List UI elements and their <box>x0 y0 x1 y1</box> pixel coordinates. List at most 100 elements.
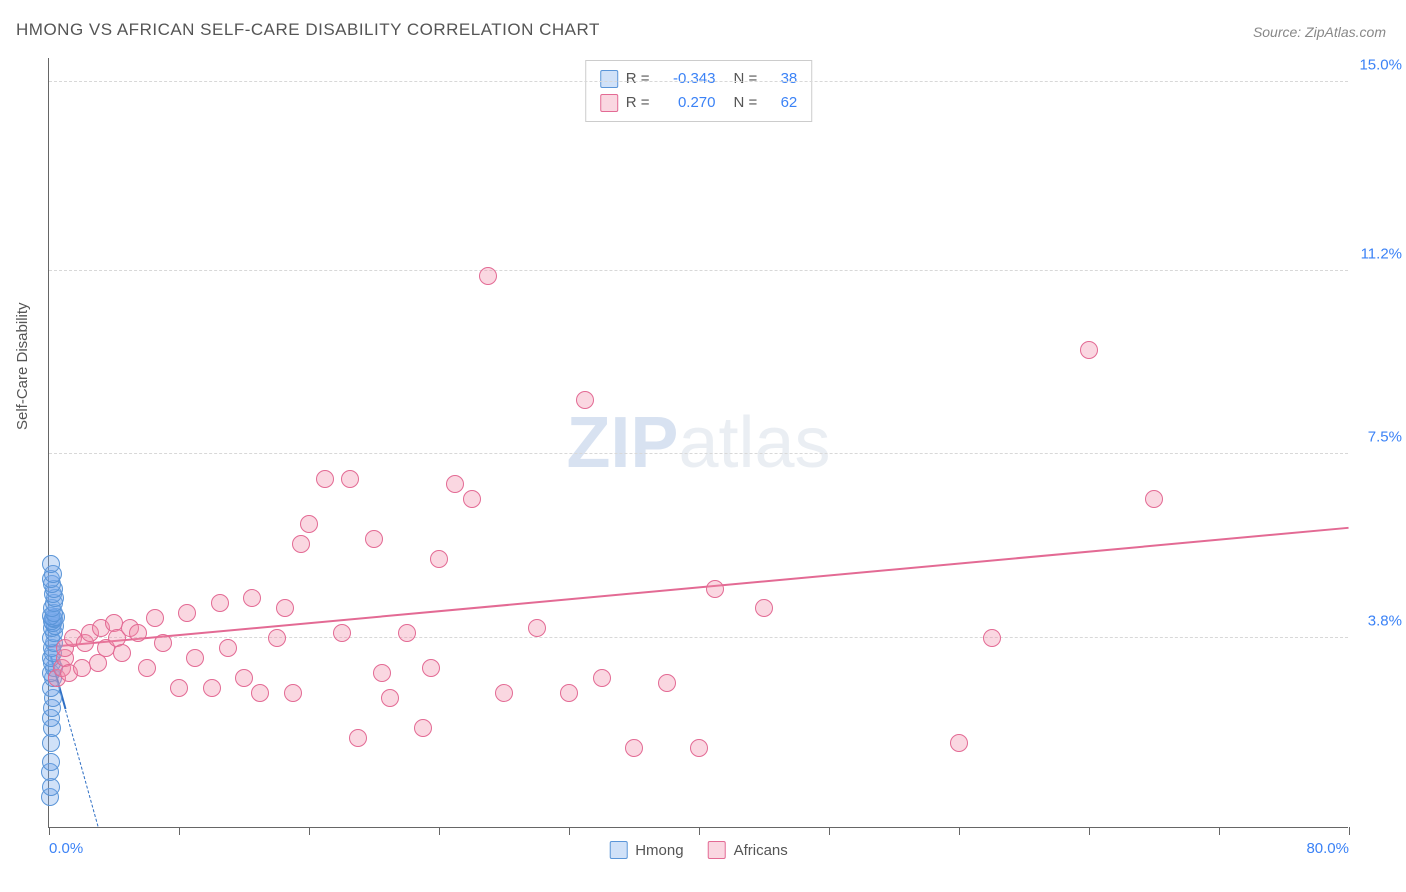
legend-swatch <box>609 841 627 859</box>
legend-n-value: 38 <box>765 67 797 91</box>
data-point <box>42 753 60 771</box>
data-point <box>706 580 724 598</box>
x-tick <box>309 827 310 835</box>
y-axis-label: Self-Care Disability <box>14 302 31 430</box>
x-tick <box>1089 827 1090 835</box>
x-tick-label: 0.0% <box>49 840 83 857</box>
legend-swatch <box>600 94 618 112</box>
data-point <box>414 719 432 737</box>
data-point <box>203 679 221 697</box>
data-point <box>463 490 481 508</box>
data-point <box>1080 341 1098 359</box>
data-point <box>300 515 318 533</box>
y-tick-label: 15.0% <box>1359 56 1402 73</box>
data-point <box>129 624 147 642</box>
data-point <box>373 664 391 682</box>
legend-n-label: N = <box>734 67 758 91</box>
data-point <box>422 659 440 677</box>
gridline-h <box>49 81 1348 82</box>
data-point <box>178 604 196 622</box>
data-point <box>381 689 399 707</box>
source-attribution: Source: ZipAtlas.com <box>1253 24 1386 40</box>
scatter-plot-area: ZIPatlas R =-0.343N =38R =0.270N =62 Hmo… <box>48 58 1348 828</box>
data-point <box>186 649 204 667</box>
data-point <box>560 684 578 702</box>
gridline-h <box>49 453 1348 454</box>
data-point <box>593 669 611 687</box>
watermark-bold: ZIP <box>566 403 678 483</box>
data-point <box>446 475 464 493</box>
data-point <box>333 624 351 642</box>
legend-swatch <box>708 841 726 859</box>
legend-row: R = 0.270 N = 62 <box>600 91 798 115</box>
x-tick <box>49 827 50 835</box>
data-point <box>235 669 253 687</box>
data-point <box>1145 490 1163 508</box>
x-tick <box>959 827 960 835</box>
y-tick-label: 7.5% <box>1368 429 1402 446</box>
data-point <box>42 555 60 573</box>
data-point <box>528 619 546 637</box>
data-point <box>690 739 708 757</box>
data-point <box>576 391 594 409</box>
x-tick <box>1219 827 1220 835</box>
data-point <box>316 470 334 488</box>
legend-r-value: -0.343 <box>658 67 716 91</box>
data-point <box>251 684 269 702</box>
source-prefix: Source: <box>1253 24 1305 40</box>
data-point <box>341 470 359 488</box>
y-tick-label: 11.2% <box>1361 245 1402 262</box>
x-tick-label: 80.0% <box>1306 840 1349 857</box>
x-tick <box>829 827 830 835</box>
data-point <box>219 639 237 657</box>
data-point <box>349 729 367 747</box>
legend-swatch <box>600 70 618 88</box>
gridline-h <box>49 637 1348 638</box>
legend-r-value: 0.270 <box>658 91 716 115</box>
data-point <box>138 659 156 677</box>
data-point <box>625 739 643 757</box>
series-legend: Hmong Africans <box>609 841 788 859</box>
x-tick <box>699 827 700 835</box>
legend-item: Hmong <box>609 841 683 859</box>
y-tick-label: 3.8% <box>1368 613 1402 630</box>
legend-row: R =-0.343N =38 <box>600 67 798 91</box>
data-point <box>950 734 968 752</box>
legend-n-value: 62 <box>765 91 797 115</box>
legend-n-label: N = <box>734 91 758 115</box>
data-point <box>495 684 513 702</box>
watermark: ZIPatlas <box>566 402 830 484</box>
data-point <box>430 550 448 568</box>
chart-title: HMONG VS AFRICAN SELF-CARE DISABILITY CO… <box>16 20 600 40</box>
data-point <box>292 535 310 553</box>
data-point <box>146 609 164 627</box>
gridline-h <box>49 270 1348 271</box>
source-name: ZipAtlas.com <box>1305 24 1386 40</box>
trend-line <box>64 709 98 826</box>
data-point <box>211 594 229 612</box>
data-point <box>268 629 286 647</box>
correlation-legend: R = -0.343 N = 38R = 0.270 N = 62 <box>585 60 813 122</box>
data-point <box>276 599 294 617</box>
x-tick <box>179 827 180 835</box>
data-point <box>365 530 383 548</box>
legend-label: Africans <box>734 842 788 859</box>
legend-item: Africans <box>708 841 788 859</box>
x-tick <box>569 827 570 835</box>
data-point <box>170 679 188 697</box>
data-point <box>755 599 773 617</box>
data-point <box>113 644 131 662</box>
legend-r-label: R = <box>626 91 650 115</box>
data-point <box>154 634 172 652</box>
data-point <box>658 674 676 692</box>
trend-line <box>49 527 1349 648</box>
data-point <box>983 629 1001 647</box>
data-point <box>284 684 302 702</box>
data-point <box>243 589 261 607</box>
data-point <box>398 624 416 642</box>
data-point <box>479 267 497 285</box>
x-tick <box>1349 827 1350 835</box>
x-tick <box>439 827 440 835</box>
watermark-light: atlas <box>678 403 830 483</box>
legend-label: Hmong <box>635 842 683 859</box>
